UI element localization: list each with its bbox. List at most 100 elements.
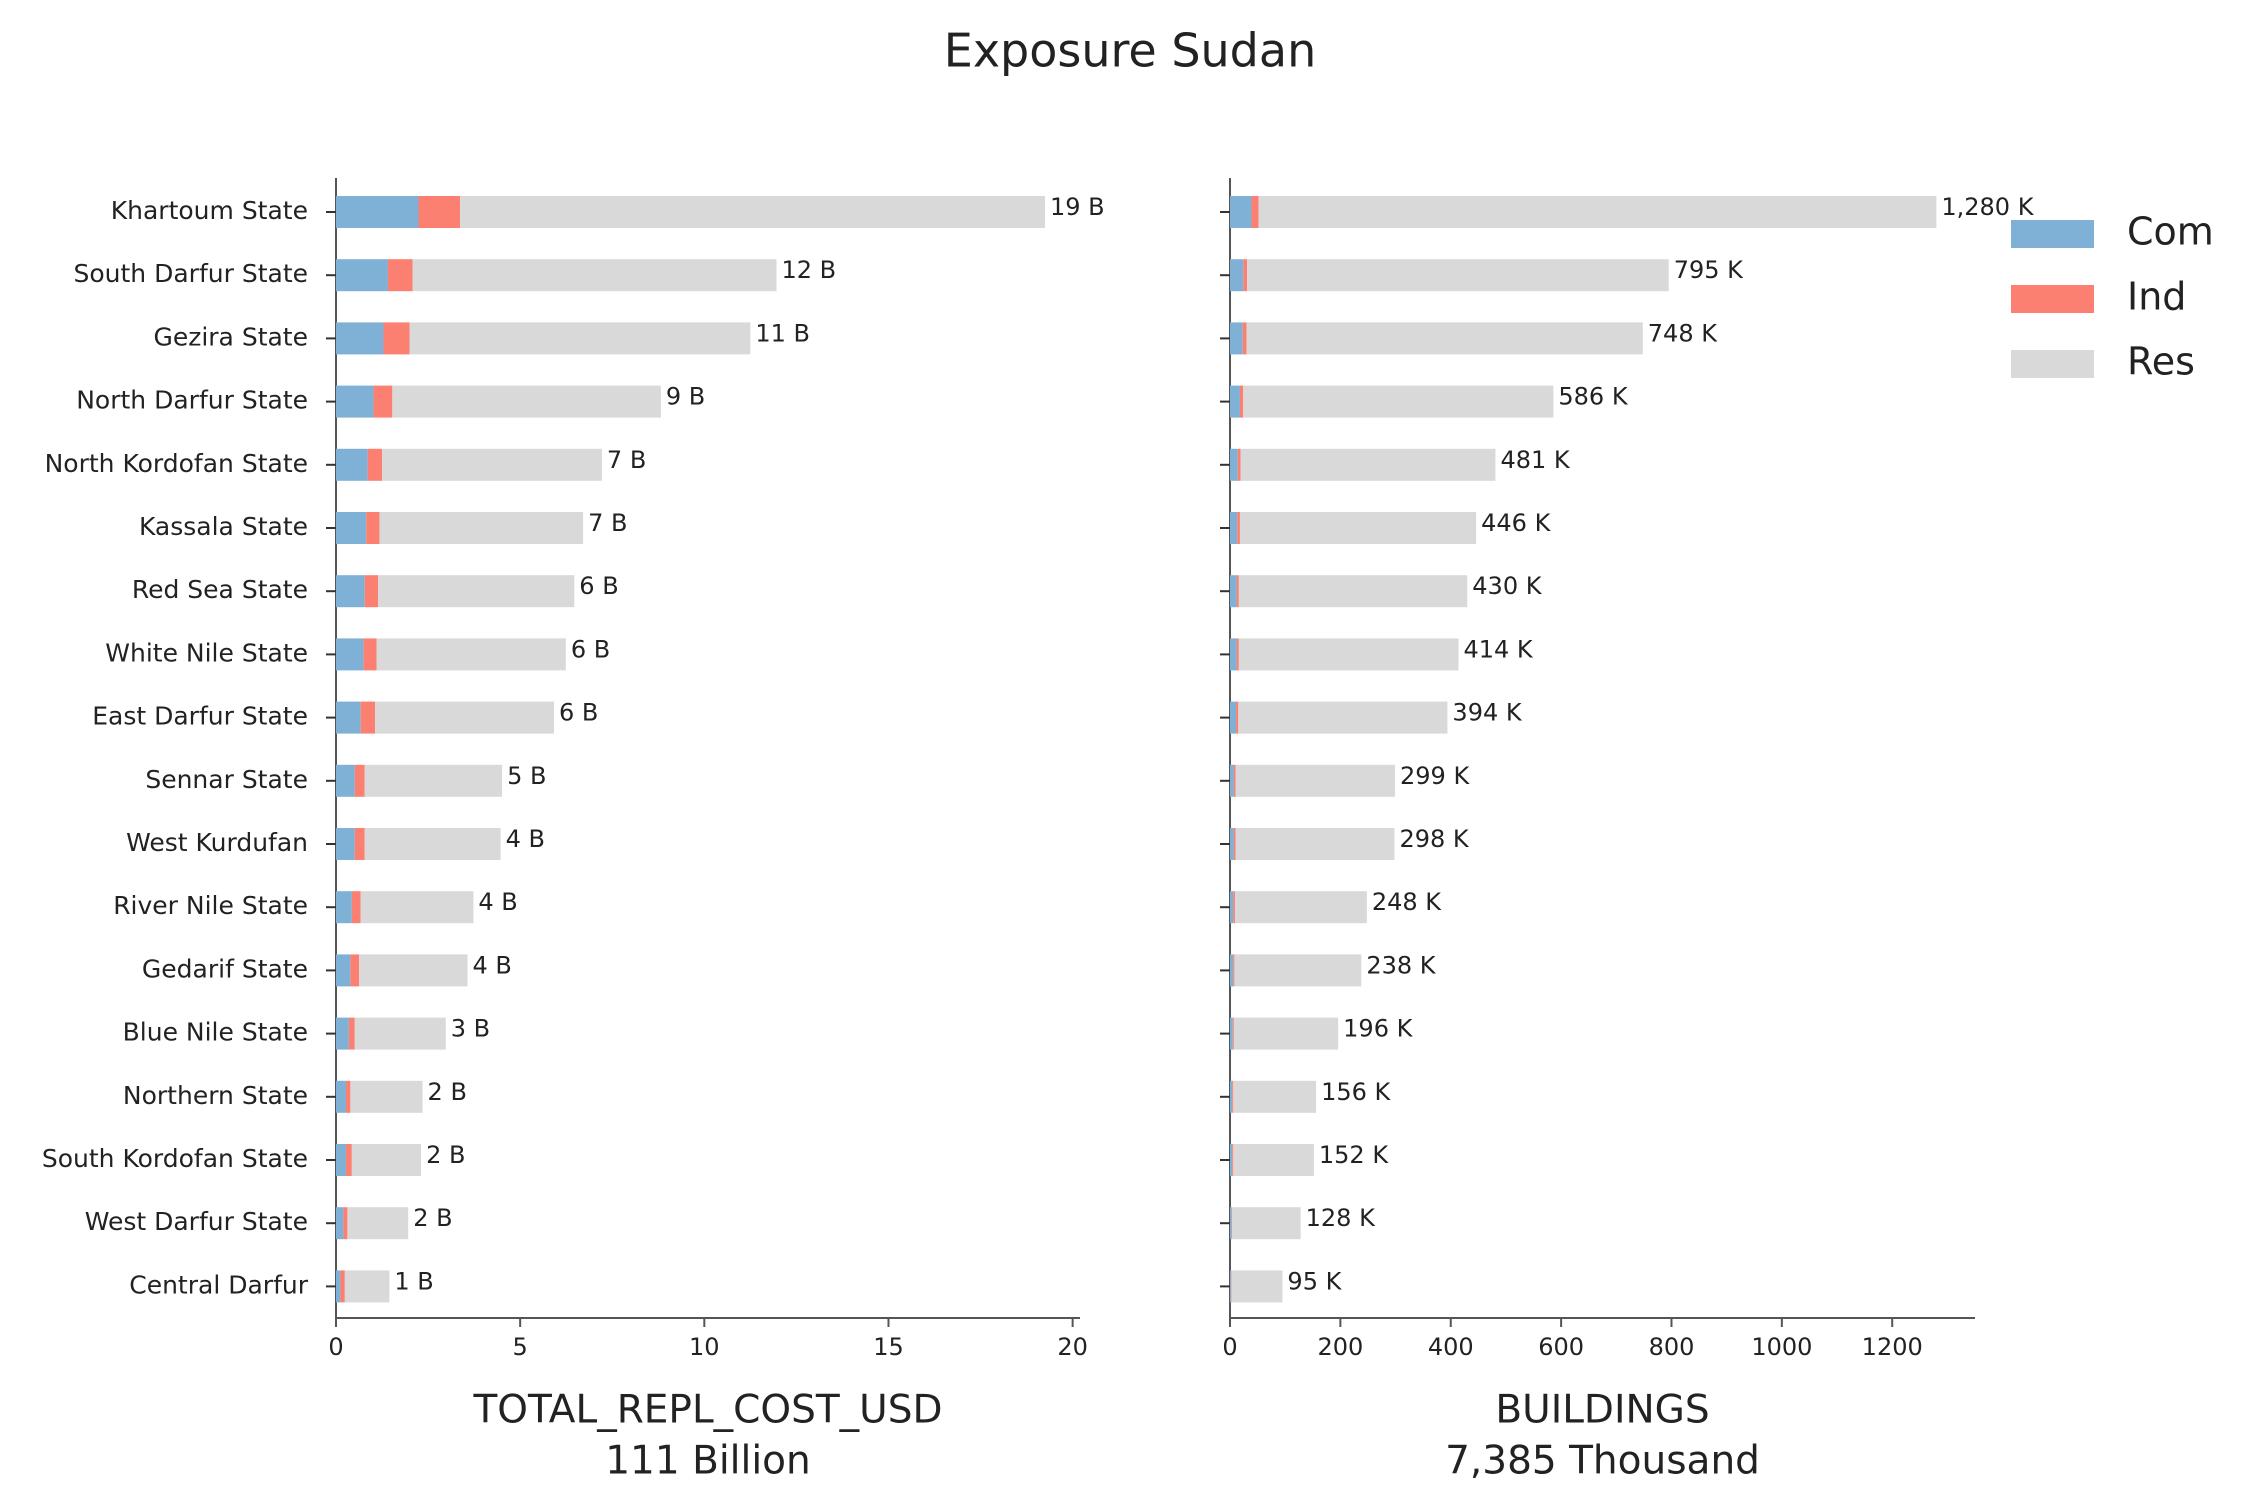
bar-segment — [360, 891, 474, 924]
bar-segment — [351, 1144, 422, 1176]
x-tick-label: 200 — [1317, 1333, 1363, 1361]
bar-segment — [354, 828, 365, 860]
bar-segment — [383, 322, 410, 355]
bar-segment — [359, 954, 468, 987]
bar-segment — [1230, 196, 1252, 228]
bar-segment — [1231, 1270, 1232, 1303]
y-tick-label: West Darfur State — [85, 1207, 308, 1236]
bar-label: 196 K — [1343, 1015, 1413, 1043]
bar-segment — [366, 512, 380, 544]
bar-segment — [336, 448, 368, 481]
bar-segment — [1233, 1144, 1314, 1176]
bar-segment — [1233, 1080, 1317, 1113]
bar-segment — [336, 764, 355, 797]
bar-label: 414 K — [1463, 635, 1533, 663]
x-tick-label: 1000 — [1751, 1333, 1812, 1361]
bar-segment — [336, 1144, 346, 1176]
bar-segment — [367, 448, 383, 481]
bar-label: 298 K — [1399, 825, 1469, 853]
bar-segment — [354, 764, 365, 797]
bar-label: 152 K — [1319, 1141, 1389, 1169]
x-tick-label: 10 — [689, 1333, 720, 1361]
bar-label: 156 K — [1321, 1078, 1391, 1106]
bar-segment — [350, 1080, 423, 1113]
bar-segment — [364, 764, 503, 797]
bar-segment — [1246, 322, 1643, 355]
bar-segment — [1237, 512, 1240, 544]
bar-segment — [1232, 1144, 1234, 1176]
legend-swatch — [2011, 285, 2094, 313]
x-tick-label: 400 — [1428, 1333, 1474, 1361]
bar-segment — [1233, 891, 1235, 924]
bar-segment — [336, 1080, 346, 1113]
x-axis-label: BUILDINGS — [1495, 1388, 1709, 1433]
y-tick-label: River Nile State — [113, 891, 308, 920]
y-tick-label: South Darfur State — [74, 259, 309, 288]
bar-segment — [1231, 1207, 1233, 1240]
bar-label: 394 K — [1452, 699, 1522, 727]
y-tick-label: Kassala State — [139, 512, 308, 541]
bar-segment — [1230, 259, 1244, 292]
x-tick-label: 0 — [328, 1333, 343, 1361]
bar-label: 6 B — [559, 699, 598, 727]
bar-label: 248 K — [1372, 888, 1442, 916]
bar-label: 2 B — [413, 1204, 452, 1232]
y-tick-label: White Nile State — [105, 638, 308, 667]
bar-segment — [347, 1207, 409, 1240]
bar-label: 6 B — [571, 635, 610, 663]
bar-segment — [364, 828, 501, 860]
bar-segment — [1230, 448, 1238, 481]
bar-segment — [1243, 259, 1248, 292]
bar-label: 4 B — [472, 951, 511, 979]
x-axis-sublabel: 111 Billion — [605, 1439, 811, 1484]
legend-label: Com — [2127, 210, 2214, 254]
bar-label: 95 K — [1287, 1267, 1342, 1295]
bar-segment — [1230, 1270, 1232, 1303]
bar-segment — [345, 1144, 352, 1176]
legend-swatch — [2011, 350, 2094, 378]
bar-label: 4 B — [478, 888, 517, 916]
bar-label: 4 B — [506, 825, 545, 853]
y-tick-label: North Darfur State — [76, 386, 308, 415]
bar-segment — [336, 322, 384, 355]
chart-title: Exposure Sudan — [944, 24, 1316, 78]
bar-segment — [1234, 954, 1362, 987]
y-tick-label: Northern State — [123, 1081, 308, 1110]
bar-segment — [336, 638, 364, 671]
x-tick-label: 800 — [1649, 1333, 1695, 1361]
y-tick-label: Central Darfur — [129, 1270, 308, 1299]
bar-segment — [1242, 322, 1247, 355]
bar-segment — [373, 385, 393, 418]
x-tick-label: 1200 — [1862, 1333, 1923, 1361]
bar-label: 19 B — [1050, 193, 1105, 221]
x-tick-label: 5 — [513, 1333, 528, 1361]
bar-segment — [1247, 259, 1669, 292]
bar-segment — [1230, 512, 1238, 544]
x-axis-label: TOTAL_REPL_COST_USD — [472, 1388, 942, 1433]
bar-segment — [1233, 954, 1235, 987]
bar-segment — [1230, 575, 1237, 608]
bar-segment — [1258, 196, 1937, 228]
bar-segment — [348, 1017, 355, 1050]
bar-segment — [1232, 1207, 1301, 1240]
bar-segment — [1233, 828, 1236, 860]
bar-segment — [1233, 1017, 1339, 1050]
bar-segment — [377, 575, 575, 608]
bar-segment — [336, 259, 388, 292]
bar-label: 430 K — [1472, 572, 1542, 600]
bar-segment — [1232, 1017, 1234, 1050]
x-tick-label: 0 — [1222, 1333, 1237, 1361]
legend-swatch — [2011, 220, 2094, 248]
legend-label: Res — [2127, 340, 2195, 384]
y-tick-label: Red Sea State — [132, 575, 308, 604]
bar-label: 7 B — [588, 509, 627, 537]
y-tick-label: Blue Nile State — [123, 1018, 308, 1047]
bar-segment — [336, 954, 351, 987]
x-tick-label: 600 — [1538, 1333, 1584, 1361]
bar-segment — [1235, 764, 1396, 797]
legend-label: Ind — [2127, 275, 2186, 319]
bar-label: 6 B — [579, 572, 618, 600]
bar-segment — [460, 196, 1046, 228]
